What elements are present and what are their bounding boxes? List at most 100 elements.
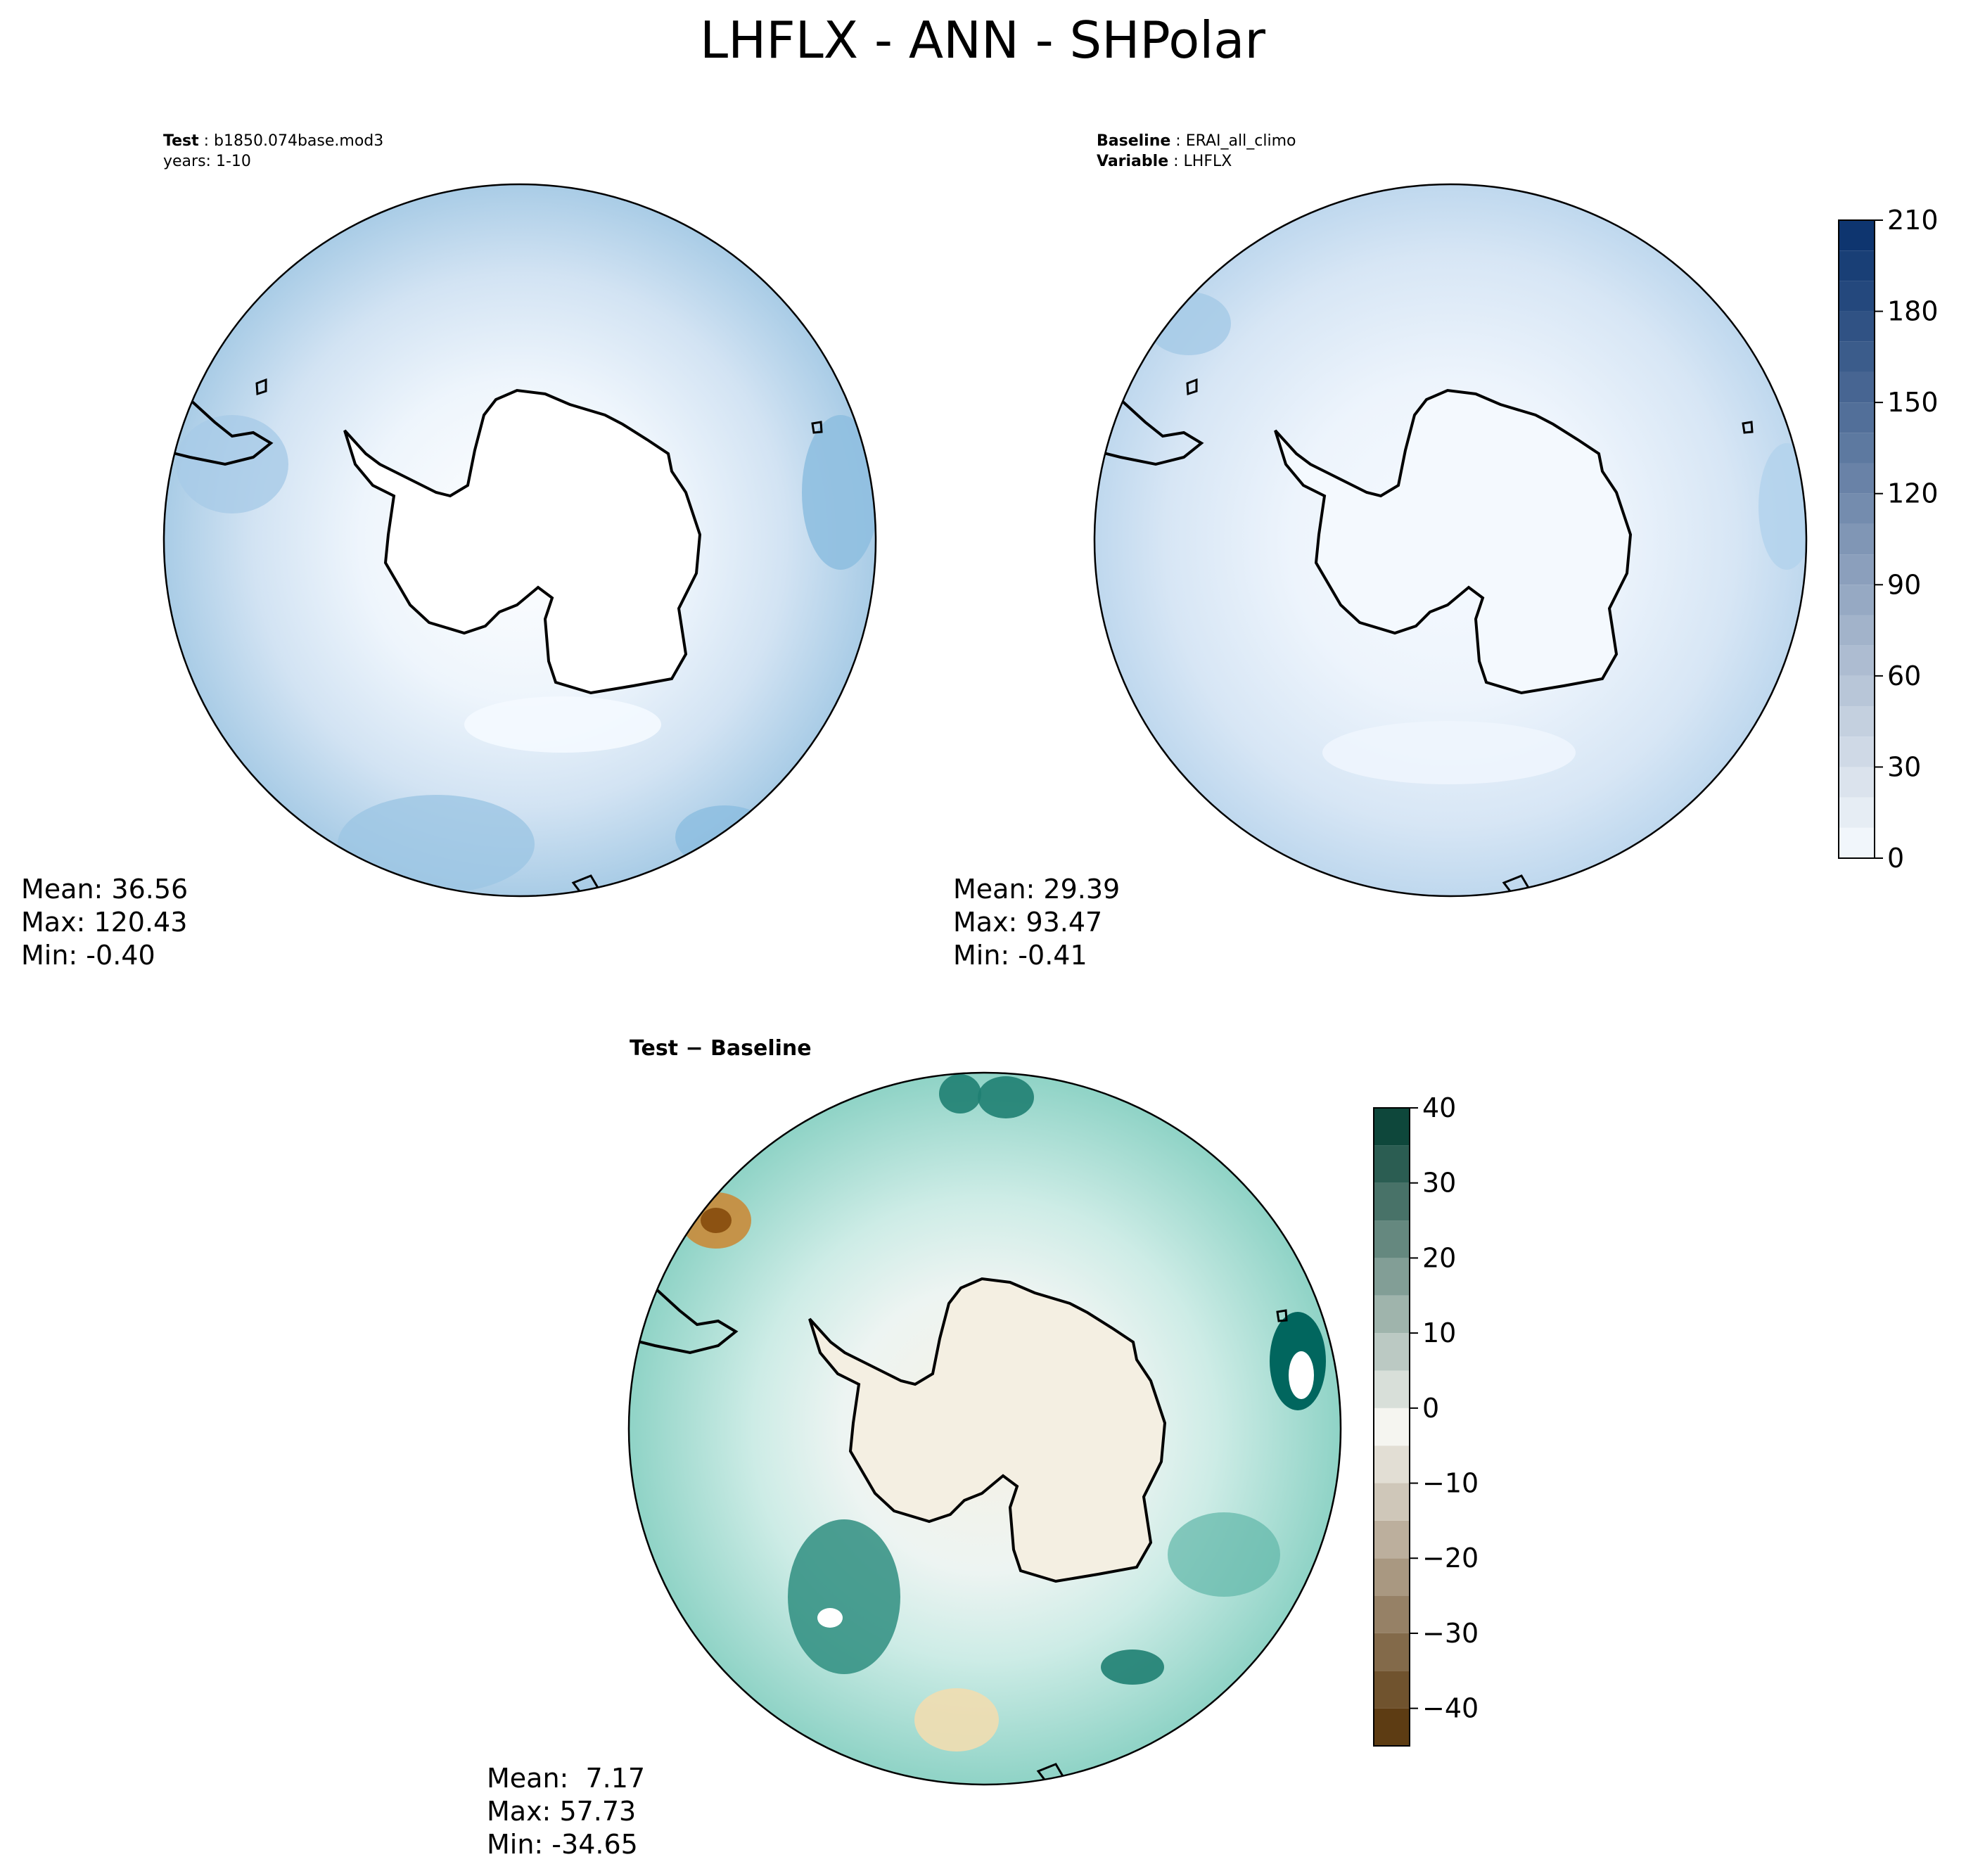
field-patch (338, 795, 535, 893)
colorbar-abs: 0 30 60 90 120 150 180 210 (1838, 205, 1939, 874)
panel-header-line-2: Variable : LHFLX (1097, 153, 1232, 170)
colorbar-tick-label: 30 (1422, 1168, 1456, 1199)
colorbar-swatch (1839, 827, 1875, 858)
stats-mean: Mean: 36.56 (21, 874, 188, 905)
colorbar-tick-label: 120 (1887, 478, 1939, 509)
colorbar-swatch (1839, 250, 1875, 281)
colorbar-tick-label: 0 (1887, 843, 1904, 874)
colorbar-swatch (1839, 402, 1875, 433)
map-baseline (1094, 184, 1806, 896)
antarctica-landmass (343, 388, 702, 695)
colorbar-tick-label: −20 (1422, 1543, 1479, 1574)
south-america-coast (629, 1286, 739, 1355)
figure-title: LHFLX - ANN - SHPolar (700, 11, 1265, 70)
colorbar-swatch (1839, 645, 1875, 676)
header-label: Variable (1097, 153, 1168, 170)
colorbar-swatch (1374, 1708, 1410, 1746)
map-diff (629, 1073, 1341, 1785)
map-test (164, 184, 876, 896)
colorbar-swatch (1839, 281, 1875, 312)
panel-baseline: Baseline : ERAI_all_climo Variable : LHF… (953, 132, 1808, 971)
colorbar-swatch (1839, 463, 1875, 494)
field-patch (914, 1688, 999, 1751)
map-boundary (162, 183, 877, 898)
island-coast (1186, 378, 1198, 396)
colorbar-swatch (1374, 1333, 1410, 1371)
field-patch (464, 696, 661, 753)
header-sep: : (1168, 153, 1183, 170)
island-coast (1742, 421, 1754, 434)
stats-min: Min: -0.40 (21, 940, 155, 971)
colorbar-swatch (1839, 585, 1875, 615)
panel-diff: Test − Baseline Mean: 7.17 Max: 57.73 Mi… (487, 1036, 1342, 1860)
field-patch (1289, 1351, 1314, 1399)
panel-test: Test : b1850.074base.mod3 years: 1-10 Me… (21, 132, 877, 971)
colorbar-tick-label: 20 (1422, 1242, 1456, 1273)
colorbar-tick-label: 90 (1887, 569, 1921, 600)
island-coast (811, 421, 823, 434)
stats-max: Max: 57.73 (487, 1796, 636, 1827)
header-sep: : (199, 132, 214, 150)
island-coast (255, 378, 267, 396)
stats-min: Min: -0.41 (953, 940, 1087, 971)
colorbar-diff: 40 30 20 10 0 −10 −20 −30 −40 (1373, 1092, 1479, 1747)
stats-mean: Mean: 7.17 (487, 1763, 645, 1794)
south-america-coast (164, 397, 274, 466)
colorbar-swatch (1839, 554, 1875, 585)
colorbar-tick-label: 180 (1887, 296, 1939, 327)
panel-header-line-1: Baseline : ERAI_all_climo (1097, 132, 1296, 150)
colorbar-swatch (1374, 1671, 1410, 1709)
colorbar-swatch (1839, 675, 1875, 707)
header-label: Baseline (1097, 132, 1170, 150)
field-patch (978, 1076, 1034, 1118)
colorbar-swatch (1374, 1408, 1410, 1446)
colorbar-frame (1373, 1107, 1410, 1747)
colorbar-tick-label: −40 (1422, 1693, 1479, 1724)
colorbar-tick-label: 0 (1422, 1393, 1439, 1424)
stats-min: Min: -34.65 (487, 1829, 638, 1860)
colorbar-swatch (1839, 311, 1875, 342)
colorbar-swatch (1374, 1595, 1410, 1633)
south-america-coast (1094, 397, 1204, 466)
header-sep: : (1170, 132, 1185, 150)
colorbar-swatch (1374, 1370, 1410, 1408)
field-patch (939, 1074, 981, 1114)
colorbar-swatch (1374, 1446, 1410, 1483)
field-patch (788, 1519, 900, 1674)
stats-max: Max: 120.43 (21, 907, 187, 938)
colorbar-swatch (1374, 1558, 1410, 1596)
colorbar-tick-label: 60 (1887, 661, 1921, 691)
header-value: b1850.074base.mod3 (214, 132, 383, 150)
colorbar-swatch (1374, 1258, 1410, 1296)
colorbar-swatch (1374, 1108, 1410, 1146)
header-value: LHFLX (1184, 153, 1232, 170)
colorbar-swatch (1839, 615, 1875, 646)
colorbar-swatch (1839, 220, 1875, 251)
stats-max: Max: 93.47 (953, 907, 1102, 938)
field-patch (1147, 292, 1231, 355)
field-patch (675, 805, 774, 869)
map-boundary (1093, 183, 1808, 898)
colorbar-swatch (1839, 341, 1875, 372)
colorbar-swatch (1839, 371, 1875, 403)
map-boundary (627, 1071, 1342, 1786)
header-label: Test (163, 132, 199, 150)
panel-header-line-1: Test : b1850.074base.mod3 (163, 132, 383, 150)
colorbar-swatch (1839, 767, 1875, 798)
colorbar-swatch (1839, 433, 1875, 464)
antarctica-landmass (808, 1277, 1167, 1583)
colorbar-swatch (1374, 1220, 1410, 1258)
antarctica-landmass (1274, 388, 1633, 695)
colorbar-swatch (1374, 1633, 1410, 1671)
colorbar-tick-label: 40 (1422, 1092, 1456, 1123)
field-patch (1168, 1512, 1280, 1597)
colorbar-swatch (1839, 493, 1875, 524)
panel-header-line-2: years: 1-10 (163, 153, 251, 170)
field-patch (817, 1608, 843, 1628)
colorbar-swatch (1374, 1145, 1410, 1183)
colorbar-tick-label: 150 (1887, 387, 1939, 418)
stats-mean: Mean: 29.39 (953, 874, 1120, 905)
colorbar-tick-label: −30 (1422, 1618, 1479, 1649)
colorbar-swatch (1839, 706, 1875, 737)
field-patch (176, 415, 288, 513)
